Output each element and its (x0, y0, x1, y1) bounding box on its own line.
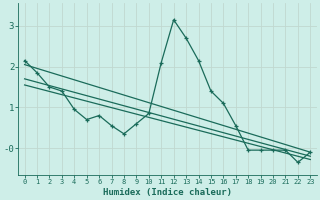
X-axis label: Humidex (Indice chaleur): Humidex (Indice chaleur) (103, 188, 232, 197)
